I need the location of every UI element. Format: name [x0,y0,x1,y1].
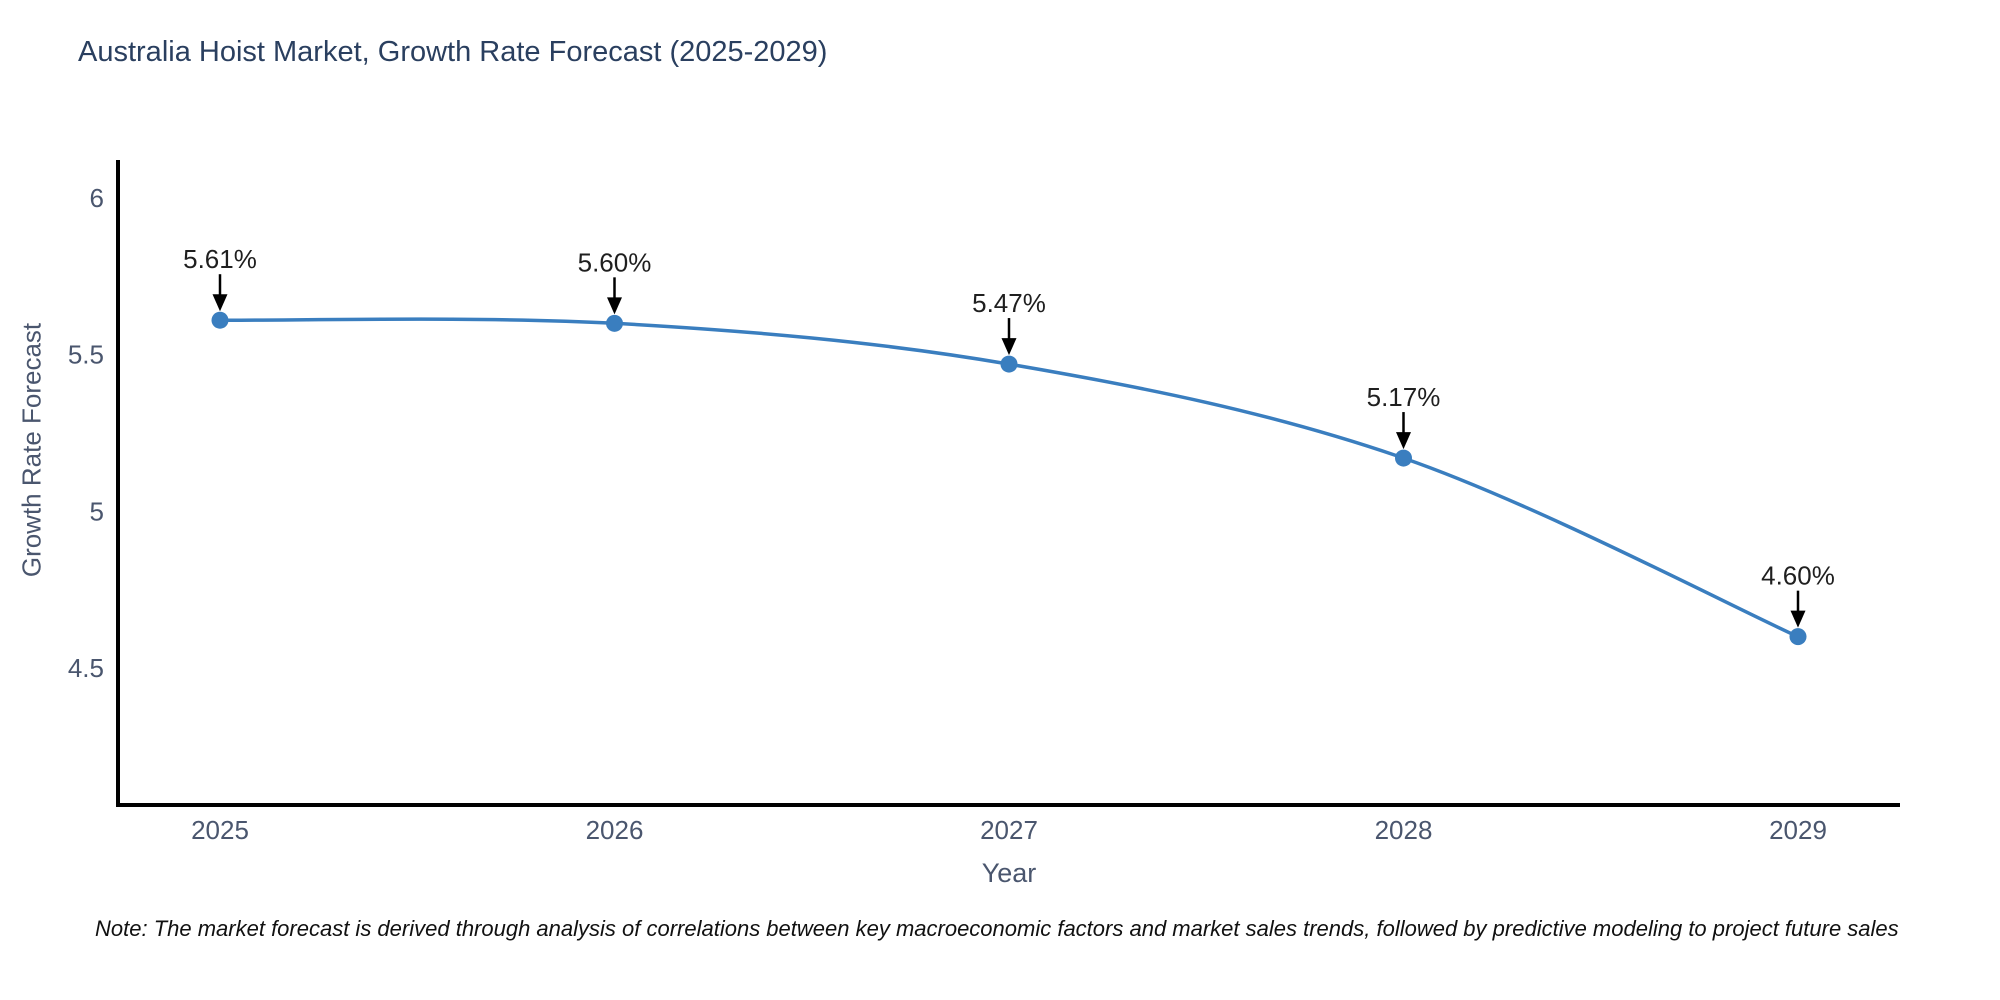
data-point-label: 5.60% [578,247,652,277]
y-tick-label: 6 [90,183,104,213]
x-tick-label: 2025 [191,815,249,845]
data-point-label: 4.60% [1761,561,1835,591]
y-tick-label: 5.5 [68,340,104,370]
y-tick-label: 4.5 [68,653,104,683]
data-point-marker [606,314,623,332]
annotation-arrowhead [607,297,622,315]
x-tick-label: 2026 [586,815,644,845]
chart-title: Australia Hoist Market, Growth Rate Fore… [78,36,828,68]
footnote: Note: The market forecast is derived thr… [95,916,1899,941]
data-point-marker [1789,628,1807,646]
x-tick-label: 2029 [1769,815,1827,845]
data-point-marker [1000,355,1018,373]
annotation-arrowhead [1790,610,1806,628]
y-tick-label: 5 [90,496,104,526]
annotation-arrowhead [212,294,228,312]
data-point-label: 5.17% [1367,382,1441,412]
annotation-arrowhead [1001,338,1017,356]
x-tick-label: 2028 [1375,815,1433,845]
annotation-arrowhead [1396,432,1411,450]
x-tick-label: 2027 [980,815,1038,845]
x-axis-title: Year [981,858,1037,888]
data-point-label: 5.47% [972,288,1046,318]
data-point-label: 5.61% [183,244,257,274]
data-point-marker [211,311,229,329]
data-point-marker [1395,449,1412,467]
